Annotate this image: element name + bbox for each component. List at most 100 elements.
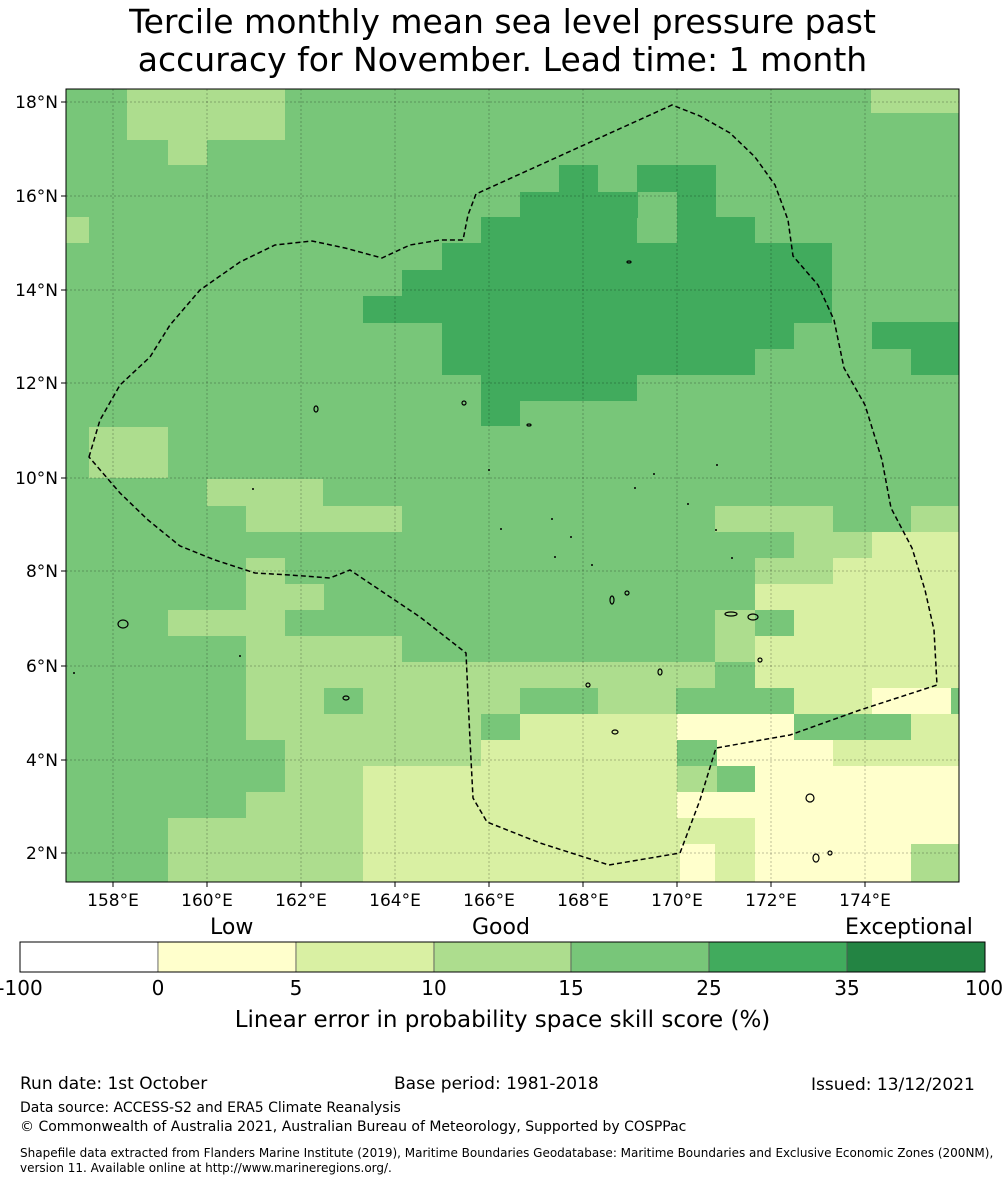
skill-cell [66,217,89,243]
skill-cell [680,844,715,882]
island [117,619,129,629]
skill-cell [442,243,832,270]
skill-cell [755,558,833,584]
skill-cell [715,636,755,662]
skill-cell [285,766,363,792]
skill-cell [911,506,959,532]
island [827,850,833,856]
island [653,473,655,475]
lat-label: 18°N [15,93,58,113]
skill-cell [715,610,755,636]
lon-label: 162°E [275,891,327,911]
island [570,536,572,538]
island [252,488,254,490]
skill-cell [755,584,959,610]
skill-cell [168,89,207,165]
island [609,595,615,605]
lat-label: 2°N [26,844,58,864]
skill-map: 18°N 16°N 14°N 12°N 10°N 8°N 6°N 4°N 2°N 158°E 16… [15,88,986,973]
skill-cell [246,558,285,584]
skill-cell [559,165,598,192]
skill-cell [246,688,520,714]
island [657,668,663,676]
lat-label: 6°N [26,657,58,677]
skill-cell [715,844,755,882]
skill-grid [66,89,959,882]
skill-cell [911,714,959,766]
run-date: Run date: 1st October [20,1074,208,1094]
skill-cell [520,714,677,740]
lat-label: 12°N [15,374,58,394]
colorbar-tick: 100 [964,976,1004,1000]
lat-label: 8°N [26,562,58,582]
graticule [66,89,959,882]
colorbar-segment [295,941,435,973]
skill-cell [677,714,794,740]
colorbar-segment [19,941,159,973]
skill-cell [872,322,959,349]
island [715,529,717,531]
skill-cell [715,506,833,532]
skill-cell [833,558,959,584]
colorbar-segment [570,941,710,973]
skill-cell [246,714,481,740]
latitude-axis: 18°N 16°N 14°N 12°N 10°N 8°N 6°N 4°N 2°N [15,93,66,864]
skill-cell [168,610,285,636]
skill-cell [677,192,716,218]
lon-label: 158°E [87,891,139,911]
colorbar-segment [433,941,572,973]
colorbar-tick: 15 [558,976,584,1000]
island [342,695,350,701]
skill-cell [442,322,794,349]
shapefile-credit: Shapefile data extracted from Flanders M… [20,1146,994,1175]
skill-cell [246,636,402,662]
skill-cell [794,532,872,558]
skill-cell [285,740,481,766]
colorbar-segment [708,941,848,973]
lon-label: 160°E [181,891,233,911]
island [461,400,467,406]
colorbar-tick: 5 [289,976,303,1000]
island [724,611,738,617]
eez-boundary [88,104,938,866]
lat-label: 10°N [15,469,58,489]
colorbar-tick: 25 [696,976,722,1000]
skill-cell [207,89,285,113]
skill-cell [246,792,363,818]
skill-cell [677,766,717,792]
skill-cell [872,532,959,558]
skill-cell [717,740,833,766]
lat-label: 4°N [26,751,58,771]
islands [73,260,833,863]
issued-date: Issued: 13/12/2021 [811,1075,975,1095]
lon-label: 164°E [369,891,421,911]
island [716,464,718,466]
lon-label: 170°E [651,891,703,911]
colorbar-tick: -100 [0,976,43,1000]
island [747,613,759,621]
island [731,557,733,559]
skill-cell [363,844,680,882]
lat-label: 16°N [15,187,58,207]
skill-cell [246,506,402,532]
skill-cell [677,217,755,244]
colorbar-segment [157,941,297,973]
island [591,564,593,566]
skill-cell [755,844,911,882]
colorbar-frame [19,941,986,973]
skill-cell [871,89,959,113]
island [313,405,319,413]
skill-cell [442,348,755,375]
skill-cell [363,818,755,844]
island [626,260,632,264]
skill-cell [481,740,677,766]
skill-cell [481,217,637,244]
skill-cell [911,348,959,375]
map-title-line-2: accuracy for November. Lead time: 1 mont… [137,40,868,79]
colorbar-label-good: Good [472,915,530,940]
island [812,853,820,863]
island [500,528,502,530]
lon-label: 168°E [557,891,609,911]
map-frame [65,88,960,883]
skill-cell [324,688,363,714]
